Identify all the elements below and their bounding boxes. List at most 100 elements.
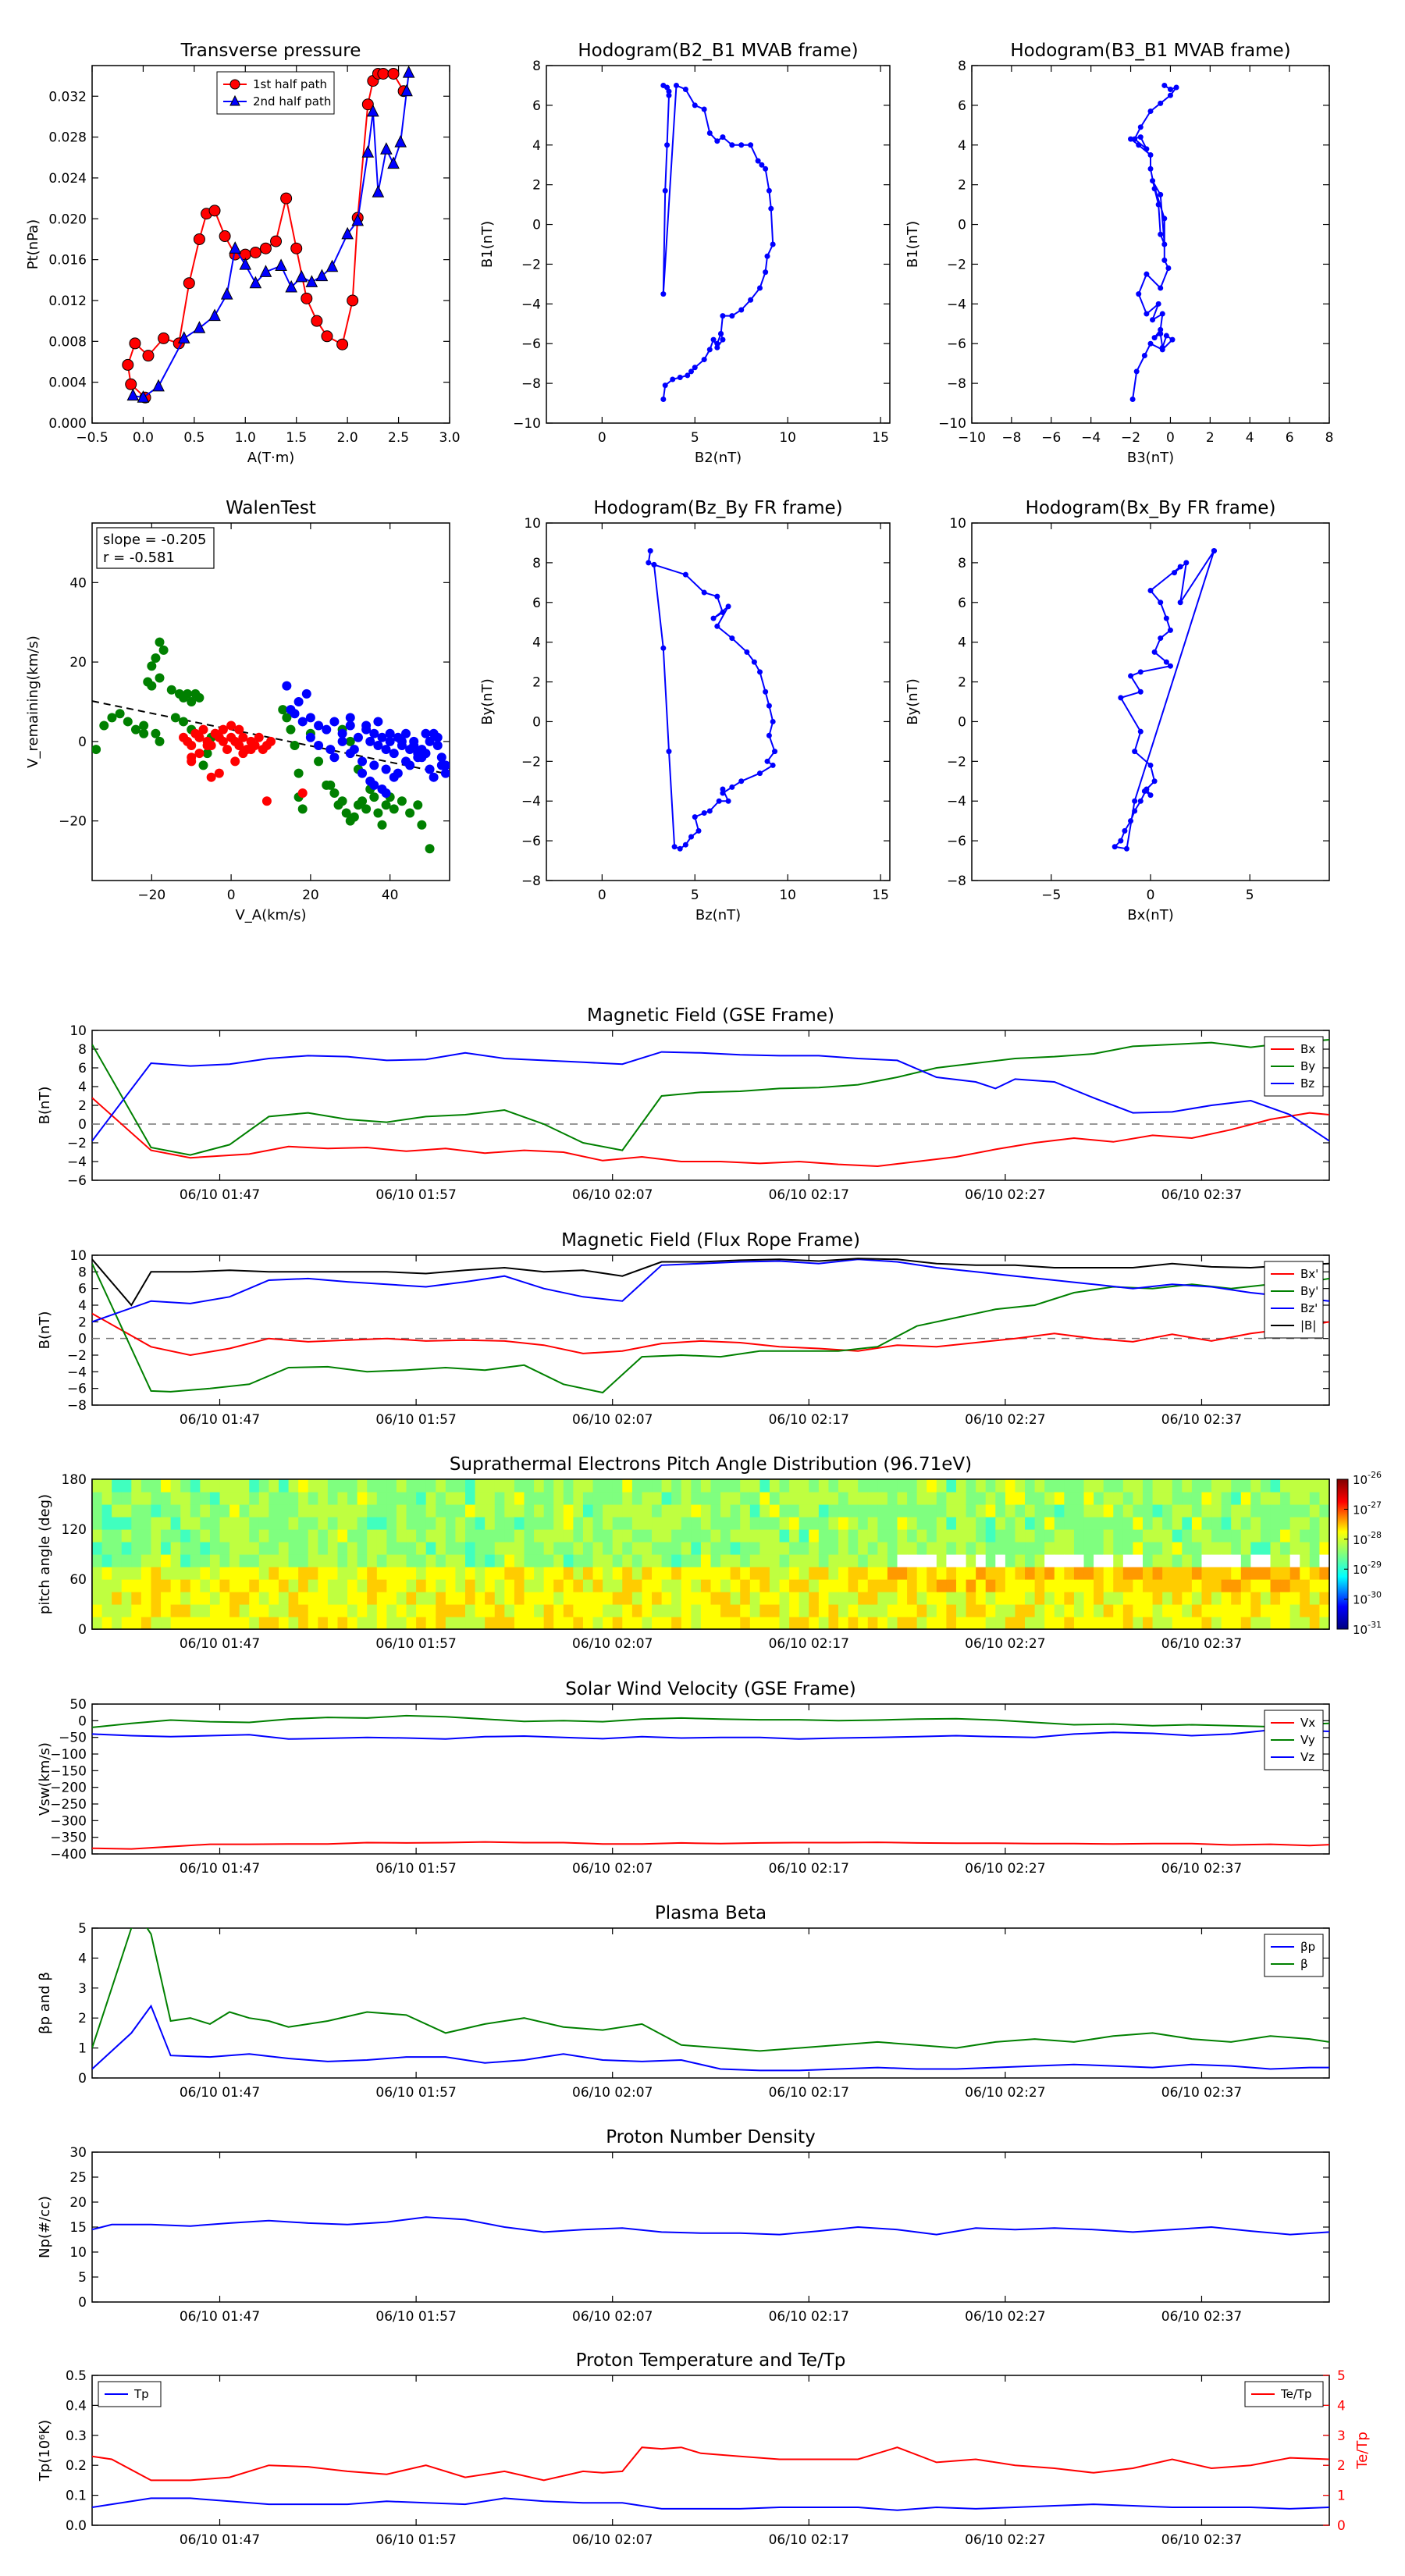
plot-frame (91, 1254, 1330, 1406)
heatmap-cell (288, 1617, 299, 1629)
heatmap-cell (1015, 1617, 1026, 1629)
heatmap-cell (779, 1504, 790, 1517)
heatmap-cell (1309, 1492, 1321, 1505)
heatmap-cell (279, 1592, 290, 1605)
heatmap-cell (455, 1554, 466, 1567)
heatmap-cell (720, 1479, 731, 1493)
heatmap-cell (1319, 1554, 1329, 1567)
heatmap-cell (1094, 1517, 1104, 1530)
heatmap-cell (946, 1554, 957, 1567)
scatter-point (198, 760, 208, 770)
heatmap-cell (209, 1492, 221, 1505)
x-tick-label: −20 (137, 888, 165, 903)
heatmap-cell (681, 1554, 692, 1567)
heatmap-cell (671, 1479, 682, 1493)
heatmap-cell (553, 1592, 564, 1605)
heatmap-cell (1270, 1567, 1281, 1580)
heatmap-cell (180, 1504, 191, 1517)
heatmap-cell (1221, 1492, 1232, 1505)
y-tick-label: 2 (532, 178, 541, 194)
heatmap-cell (1083, 1529, 1094, 1542)
scatter-point (341, 808, 351, 818)
y-tick-label: 60 (69, 1572, 87, 1588)
heatmap-cell (347, 1567, 358, 1580)
heatmap-cell (367, 1517, 378, 1530)
heatmap-cell (161, 1542, 172, 1555)
scatter-point (238, 749, 248, 759)
heatmap-cell (1289, 1492, 1300, 1505)
data-point (1173, 84, 1179, 91)
heatmap-cell (622, 1529, 633, 1542)
heatmap-cell (867, 1517, 878, 1530)
legend: Tp (98, 2381, 162, 2407)
y2-tick-label: 2 (1337, 2458, 1346, 2474)
heatmap-cell (867, 1542, 878, 1555)
heatmap-cell (1211, 1517, 1222, 1530)
x-tick-label: 06/10 01:47 (180, 2532, 260, 2548)
heatmap-cell (897, 1554, 908, 1567)
heatmap-cell (140, 1517, 152, 1530)
heatmap-cell (976, 1617, 987, 1629)
y-tick-label: 5 (78, 1921, 87, 1937)
scatter-point (425, 736, 435, 746)
heatmap-cell (1044, 1592, 1055, 1605)
data-point (1165, 265, 1172, 272)
heatmap-cell (1142, 1492, 1154, 1505)
scatter-point (107, 713, 117, 723)
heatmap-cell (671, 1517, 682, 1530)
scatter-point (155, 673, 165, 683)
heatmap-cell (1300, 1579, 1311, 1592)
heatmap-cell (867, 1617, 878, 1629)
heatmap-cell (327, 1617, 339, 1629)
heatmap-cell (592, 1542, 603, 1555)
heatmap-cell (927, 1492, 937, 1505)
heatmap-cell (190, 1492, 201, 1505)
x-tick-label: 06/10 02:27 (965, 1187, 1045, 1203)
heatmap-cell (1094, 1617, 1104, 1629)
heatmap-cell (1113, 1617, 1124, 1629)
heatmap-cell (622, 1554, 633, 1567)
series-line-1st half path (126, 73, 404, 399)
data-point (729, 635, 735, 642)
heatmap-cell (465, 1617, 476, 1629)
plot-frame (546, 522, 891, 881)
scatter-point (413, 800, 423, 810)
heatmap-cell (1211, 1604, 1222, 1617)
heatmap-cell (1172, 1617, 1183, 1629)
heatmap-cell (101, 1517, 112, 1530)
heatmap-cell (200, 1504, 211, 1517)
scatter-point (401, 756, 411, 767)
heatmap-cell (1113, 1604, 1124, 1617)
heatmap-cell (661, 1517, 672, 1530)
heatmap-cell (1034, 1529, 1045, 1542)
heatmap-cell (1162, 1542, 1173, 1555)
scatter-point (297, 717, 308, 727)
x-tick-label: 06/10 02:07 (572, 1187, 653, 1203)
legend-box (216, 71, 335, 115)
heatmap-cell (1103, 1554, 1114, 1567)
heatmap-cell (563, 1554, 574, 1567)
heatmap-cell (140, 1567, 152, 1580)
scatter-point (377, 732, 387, 742)
heatmap-cell (1083, 1542, 1094, 1555)
heatmap-cell (769, 1529, 781, 1542)
heatmap-cell (180, 1567, 191, 1580)
heatmap-cell (475, 1579, 486, 1592)
legend-label: Bz (1300, 1076, 1314, 1091)
heatmap-cell (318, 1479, 329, 1493)
heatmap-cell (927, 1592, 937, 1605)
heatmap-cell (622, 1479, 633, 1493)
heatmap-cell (543, 1529, 554, 1542)
heatmap-cell (534, 1617, 545, 1629)
heatmap-cell (1025, 1604, 1036, 1617)
heatmap-cell (1270, 1617, 1281, 1629)
heatmap-cell (573, 1592, 584, 1605)
heatmap-cell (916, 1579, 927, 1592)
heatmap-cell (219, 1567, 230, 1580)
heatmap-cell (494, 1579, 505, 1592)
heatmap-cell (357, 1492, 368, 1505)
heatmap-cell (1122, 1567, 1134, 1580)
data-point (1177, 564, 1183, 570)
data-point (208, 308, 221, 322)
